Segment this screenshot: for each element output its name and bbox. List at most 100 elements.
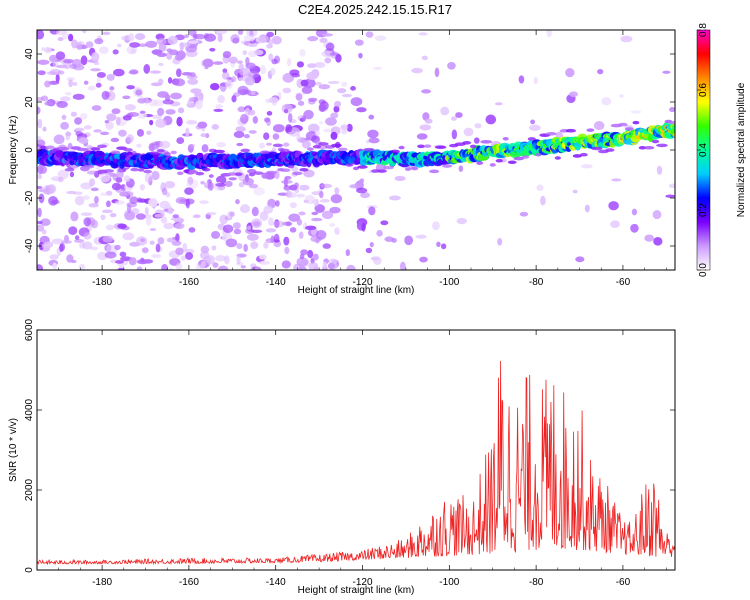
spectrogram-noise-blob [89,178,96,187]
spectrogram-x-label: Height of straight line (km) [298,285,415,296]
spectrogram-noise-blob [105,190,113,196]
spectrogram-noise-blob [48,80,60,85]
spectrogram-noise-blob [272,220,285,228]
spectrogram-noise-blob [243,134,250,139]
spectrogram-noise-blob [569,91,578,98]
spectrogram-noise-blob [76,42,83,51]
spectrogram-halo-blob [307,147,314,151]
spectrogram-noise-blob [258,260,270,265]
spectrogram-noise-blob [327,80,340,84]
spectrogram-halo-blob [502,136,509,141]
spectrogram-noise-blob [170,92,182,100]
spectrogram-noise-blob [50,199,60,205]
spectrogram-noise-blob [228,177,237,181]
spectrogram-noise-blob [265,142,272,146]
spectrogram-noise-blob [141,247,149,254]
spectrogram-halo-blob [202,167,211,172]
spectrogram-noise-blob [236,142,244,147]
spectrogram-noise-blob [215,104,223,109]
spectrogram-noise-blob [51,238,64,245]
spectrogram-noise-blob [157,237,165,245]
spectrogram-halo-blob [253,171,264,175]
spectrogram-noise-blob [200,245,210,254]
spectrogram-noise-blob [208,174,214,178]
spectrogram-noise-blob [85,41,94,48]
x-tick-label: -160 [179,277,199,288]
spectrogram-noise-blob [124,210,136,221]
spectrogram-ridge-blob [672,124,675,131]
x-tick-label: -80 [529,277,544,288]
spectrogram-noise-blob [325,117,337,126]
spectrogram-marks [37,30,675,270]
spectrogram-noise-blob [151,141,160,150]
spectrogram-noise-blob [96,71,106,79]
spectrogram-noise-blob [296,134,301,143]
spectrogram-halo-blob [110,150,120,155]
spectrogram-noise-blob [283,236,290,246]
spectrogram-noise-blob [166,51,173,61]
spectrogram-noise-blob [354,39,364,46]
spectrogram-noise-blob [575,256,585,263]
spectrogram-noise-blob [37,207,42,218]
spectrogram-noise-blob [322,243,331,249]
spectrogram-noise-blob [314,62,326,68]
spectrogram-noise-blob [242,177,254,186]
spectrogram-noise-blob [608,201,619,211]
spectrogram-noise-blob [334,227,340,235]
spectrogram-noise-blob [181,71,193,76]
spectrogram-halo-blob [123,148,133,152]
spectrogram-noise-blob [252,116,258,124]
spectrogram-noise-blob [217,33,223,43]
spectrogram-halo-blob [643,145,655,150]
spectrogram-noise-blob [136,112,148,119]
spectrogram-noise-blob [57,36,64,42]
spectrogram-noise-blob [65,130,71,141]
spectrogram-noise-blob [668,183,675,189]
spectrogram-noise-blob [336,88,347,94]
spectrogram-noise-blob [238,182,245,188]
spectrogram-noise-blob [88,203,99,208]
colorbar-label: Normalized spectral amplitude [736,82,747,217]
spectrogram-noise-blob [440,106,450,116]
spectrogram-noise-blob [68,33,74,42]
spectrogram-noise-blob [268,53,274,62]
spectrogram-noise-blob [40,95,49,102]
spectrogram-noise-blob [245,62,256,70]
spectrogram-noise-blob [219,82,227,92]
spectrogram-halo-blob [363,147,375,152]
spectrogram-noise-blob [380,220,389,226]
spectrogram-noise-blob [135,89,143,96]
spectrogram-noise-blob [421,55,428,61]
colorbar-tick-label: 0.2 [698,203,709,217]
spectrogram-noise-blob [321,50,333,58]
spectrogram-noise-blob [288,213,301,222]
spectrogram-noise-blob [172,214,180,219]
spectrogram-halo-blob [404,167,412,171]
spectrogram-noise-blob [330,112,339,119]
spectrogram-noise-blob [358,52,363,59]
x-tick-label: -180 [92,577,112,588]
spectrogram-noise-blob [473,137,480,144]
spectrogram-noise-blob [247,225,252,231]
spectrogram-halo-blob [103,169,115,173]
spectrogram-noise-blob [298,266,307,270]
spectrogram-noise-blob [630,223,639,233]
spectrogram-noise-blob [187,78,199,85]
spectrogram-noise-blob [93,61,100,66]
spectrogram-noise-blob [56,100,68,109]
spectrogram-noise-blob [111,108,121,115]
spectrogram-noise-blob [546,30,552,38]
spectrogram-noise-blob [158,62,164,67]
spectrogram-noise-blob [329,206,341,214]
spectrogram-noise-blob [260,64,266,75]
spectrogram-noise-blob [565,67,575,78]
spectrogram-noise-blob [281,260,291,269]
spectrogram-noise-blob [620,35,633,43]
spectrogram-noise-blob [345,249,351,257]
spectrogram-noise-blob [114,200,125,205]
spectrogram-noise-blob [283,108,289,114]
spectrogram-halo-blob [545,131,557,136]
spectrogram-noise-blob [55,73,60,83]
spectrogram-halo-blob [287,164,295,169]
spectrogram-noise-blob [37,59,50,65]
